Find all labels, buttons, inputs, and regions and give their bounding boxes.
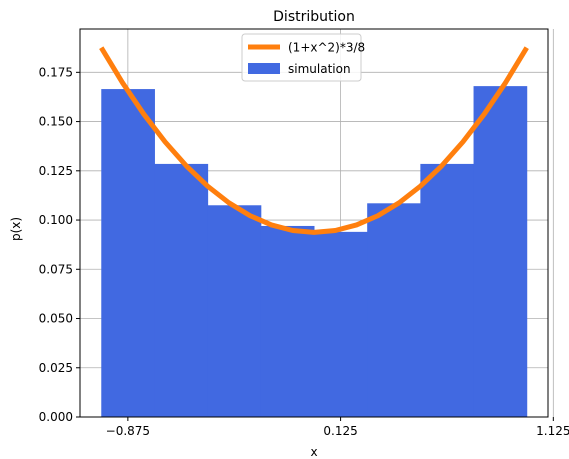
y-tick-label: 0.150 xyxy=(39,115,73,129)
density-curve-line xyxy=(99,46,529,235)
histogram-bars xyxy=(101,86,528,417)
x-axis-label: x xyxy=(310,445,317,459)
y-tick-label: 0.125 xyxy=(39,164,73,178)
x-tick-label: 1.125 xyxy=(536,424,569,438)
histogram-bar xyxy=(367,203,421,417)
histogram-bar xyxy=(314,231,368,417)
legend-label-simulation: simulation xyxy=(288,62,351,76)
curve-layer xyxy=(99,46,529,235)
y-tick-label: 0.050 xyxy=(39,312,73,326)
y-axis-label: p(x) xyxy=(9,217,23,241)
histogram-bar xyxy=(260,225,315,417)
legend: (1+x^2)*3/8 simulation xyxy=(241,33,365,82)
x-tick-label: −0.875 xyxy=(106,424,150,438)
legend-bar-swatch xyxy=(248,63,280,74)
histogram-bar xyxy=(420,163,475,417)
histogram-bar xyxy=(207,205,262,417)
y-tick-label: 0.100 xyxy=(39,213,73,227)
axis-ticks: −0.875 0.125 1.125 0.000 0.025 0.050 0.075 0.10… xyxy=(39,65,569,438)
histogram-bar xyxy=(101,89,155,417)
y-tick-label: 0.025 xyxy=(39,361,73,375)
plot-frame xyxy=(79,28,549,418)
histogram-bar xyxy=(154,163,209,417)
x-tick-label: 0.125 xyxy=(323,424,357,438)
y-tick-label: 0.175 xyxy=(39,65,73,79)
legend-label-curve: (1+x^2)*3/8 xyxy=(288,41,365,55)
chart-title: Distribution xyxy=(273,9,355,25)
y-tick-label: 0.075 xyxy=(39,262,73,276)
histogram-bar xyxy=(473,86,528,417)
y-tick-label: 0.000 xyxy=(39,410,73,424)
